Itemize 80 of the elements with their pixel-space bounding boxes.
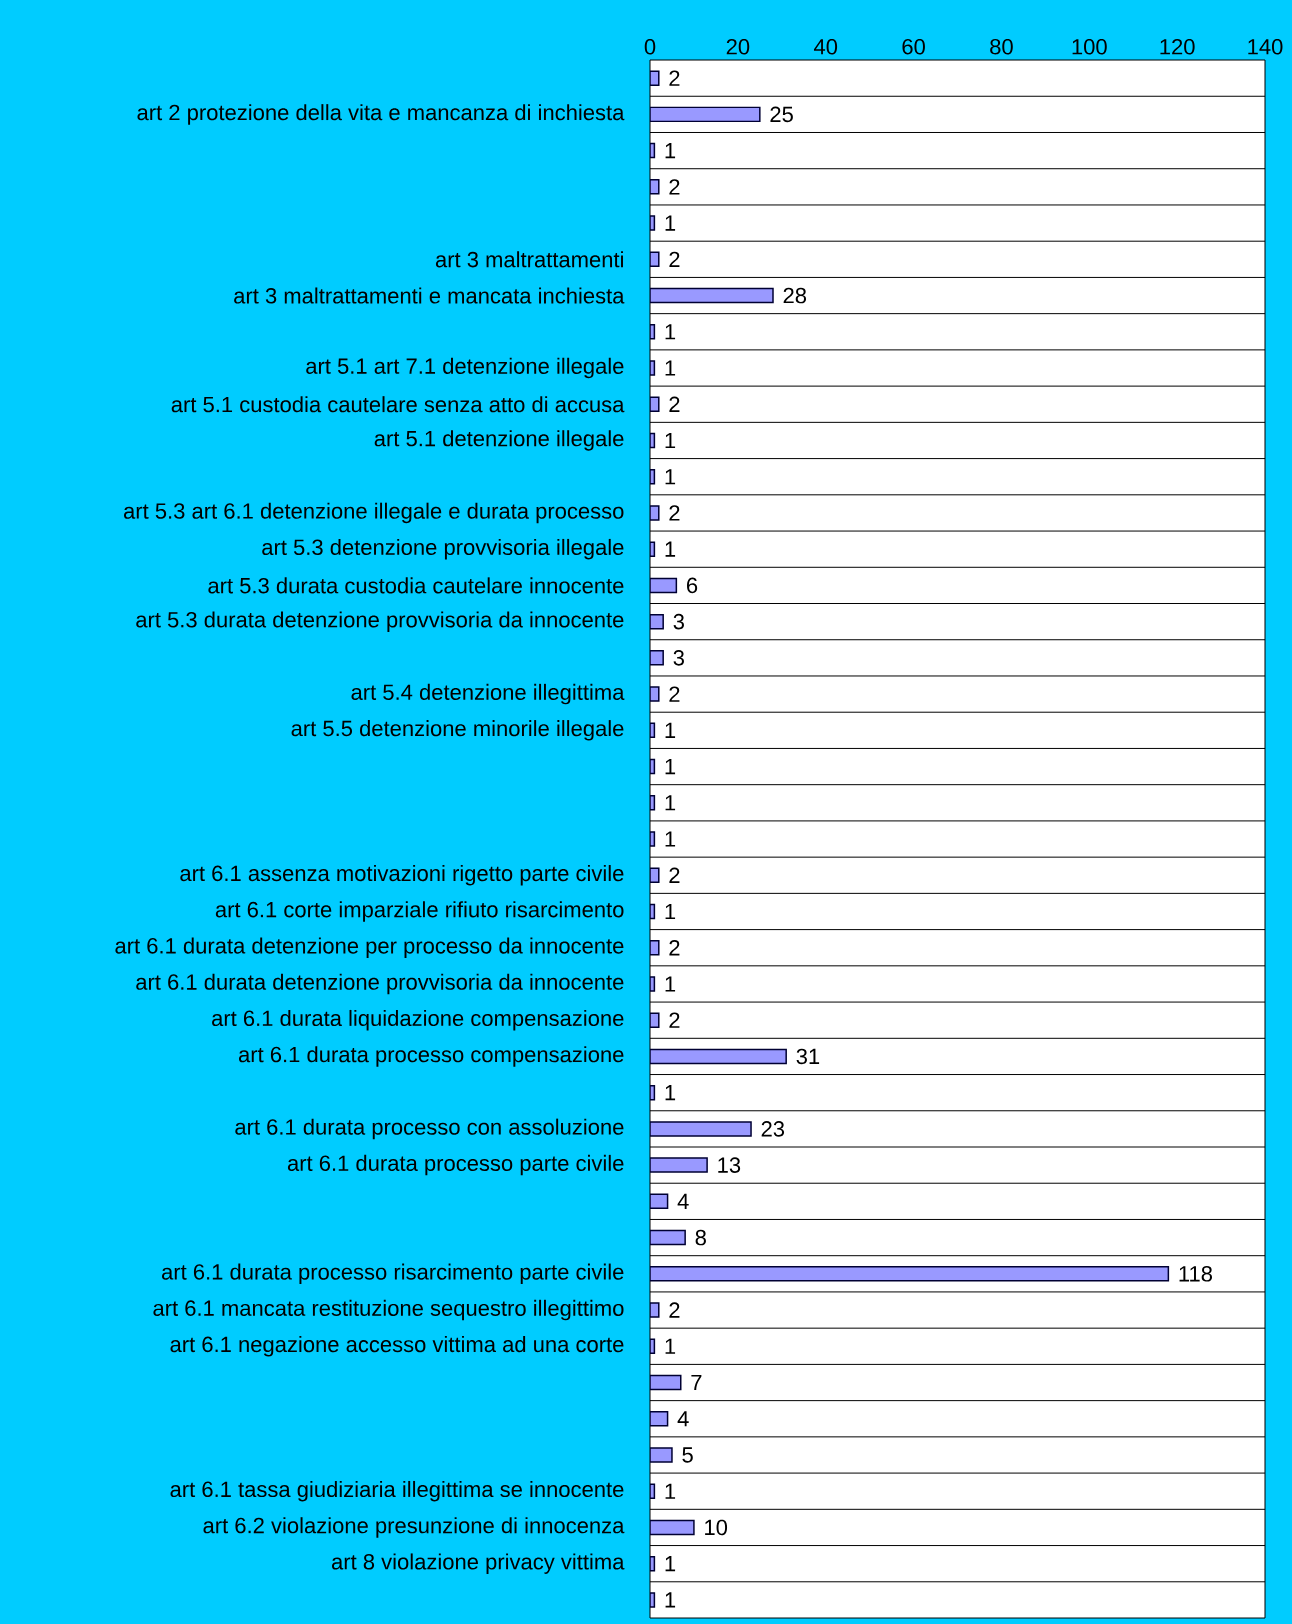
- y-tick-label: art 6.1 durata liquidazione compensazione: [212, 1009, 624, 1031]
- data-label: 2: [669, 505, 680, 521]
- x-tick-label: 100: [1072, 38, 1107, 55]
- y-tick-label: art 6.1 negazione accesso vittima ad una corte: [170, 1336, 624, 1357]
- y-tick-label: art 5.1 custodia cautelare senza atto di accusa: [171, 396, 625, 413]
- data-label: 2: [669, 396, 680, 412]
- y-tick-label: art 6.1 corte imparziale rifiuto risarcimento: [215, 901, 624, 922]
- data-label: 1: [665, 795, 676, 811]
- data-label: 2: [669, 251, 680, 267]
- data-label: 1: [665, 469, 676, 485]
- y-tick-label: art 5.3 detenzione provvisoria illegale: [262, 538, 624, 560]
- data-label: 118: [1179, 1266, 1212, 1282]
- data-label: 28: [783, 287, 807, 304]
- x-tick-label: 40: [813, 38, 838, 55]
- x-tick-label: 60: [902, 38, 925, 55]
- y-tick-label: art 6.1 durata processo risarcimento parte civile: [161, 1263, 624, 1285]
- y-tick-label: art 6.2 violazione presunzione di innocenza: [203, 1517, 625, 1538]
- y-tick-label: art 6.1 durata processo con assoluzione: [235, 1118, 624, 1140]
- data-label: 2: [669, 179, 680, 195]
- data-label: 3: [673, 650, 684, 666]
- data-label: 1: [665, 324, 676, 340]
- y-tick-label: art 3 maltrattamenti e mancata inchiesta: [234, 287, 625, 304]
- data-label: 2: [669, 940, 680, 956]
- x-tick-label: 0: [644, 38, 656, 55]
- y-tick-label: art 5.5 detenzione minorile illegale: [291, 720, 624, 741]
- y-tick-label: art 8 violazione privacy vittima: [331, 1553, 625, 1574]
- y-tick-label: art 6.1 durata detenzione per processo da innocente: [115, 937, 624, 958]
- data-label: 1: [665, 215, 676, 231]
- x-tick-label: 120: [1160, 38, 1195, 55]
- data-label: 3: [673, 613, 684, 630]
- data-label: 1: [665, 722, 676, 738]
- y-tick-label: art 5.4 detenzione illegittima: [351, 683, 625, 705]
- data-label: 5: [682, 1447, 693, 1463]
- y-tick-label: art 6.1 durata processo compensazione: [238, 1046, 624, 1067]
- y-tick-label: art 6.1 durata detenzione provvisoria da innocente: [136, 973, 624, 995]
- data-label: 1: [665, 541, 676, 557]
- data-label: 1: [665, 1483, 676, 1499]
- data-label: 1: [665, 1085, 676, 1101]
- y-tick-label: art 5.1 art 7.1 detenzione illegale: [306, 357, 624, 379]
- data-label: 1: [665, 1556, 676, 1572]
- data-label: 13: [718, 1157, 741, 1173]
- data-label: 4: [677, 1411, 689, 1427]
- data-label: 2: [669, 686, 680, 702]
- data-label: 1: [665, 1338, 676, 1354]
- y-tick-label: art 6.1 assenza motivazioni rigetto parte civile: [180, 865, 624, 886]
- data-label: 1: [665, 831, 676, 847]
- y-tick-label: art 6.1 tassa giudiziaria illegittima se innocente: [170, 1480, 624, 1502]
- data-label: 2: [669, 867, 680, 883]
- y-tick-label: art 5.1 detenzione illegale: [374, 430, 624, 451]
- y-tick-label: art 5.3 durata custodia cautelare innocente: [208, 577, 624, 594]
- y-tick-label: art 5.3 art 6.1 detenzione illegale e durata processo: [123, 502, 624, 524]
- data-label: 6: [687, 577, 698, 594]
- y-tick-label: art 6.1 durata processo parte civile: [287, 1154, 624, 1176]
- data-label: 7: [691, 1374, 702, 1391]
- data-label: 1: [665, 976, 676, 992]
- data-label: 2: [669, 1302, 680, 1318]
- bar: [650, 106, 761, 123]
- y-tick-label: art 2 protezione della vita e mancanza di inchiesta: [137, 104, 625, 125]
- bar: [650, 287, 774, 304]
- x-tick-label: 80: [990, 38, 1013, 55]
- y-tick-label: art 6.1 mancata restituzione sequestro illegittimo: [153, 1299, 624, 1321]
- x-tick-label: 140: [1248, 38, 1283, 55]
- data-label: 1: [665, 1592, 676, 1608]
- data-label: 10: [705, 1519, 728, 1536]
- data-label: 4: [677, 1193, 689, 1209]
- y-tick-label: art 3 maltrattamenti: [435, 251, 623, 268]
- data-label: 1: [665, 143, 676, 159]
- data-label: 1: [665, 360, 676, 376]
- data-label: 31: [796, 1048, 820, 1065]
- data-label: 1: [665, 758, 676, 775]
- data-label: 25: [770, 106, 793, 123]
- data-label: 23: [761, 1121, 785, 1137]
- data-label: 2: [669, 70, 680, 86]
- data-label: 1: [665, 903, 676, 920]
- data-label: 8: [695, 1229, 706, 1246]
- data-label: 1: [665, 432, 676, 449]
- y-tick-label: art 5.3 durata detenzione provvisoria da innocente: [136, 611, 624, 632]
- data-label: 2: [669, 1012, 680, 1028]
- x-tick-label: 20: [726, 38, 750, 55]
- bar: [650, 1048, 787, 1065]
